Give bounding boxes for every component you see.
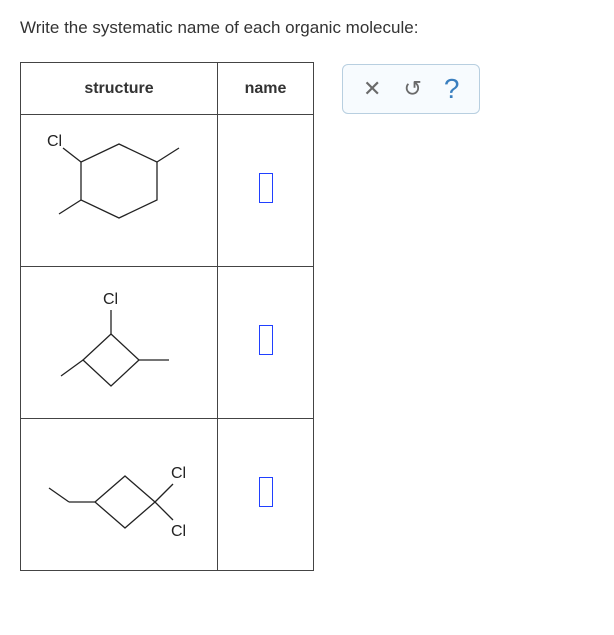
answer-input-2[interactable] — [259, 325, 273, 355]
help-icon: ? — [444, 73, 460, 104]
toolbar: ✕ ↺ ? — [342, 64, 480, 114]
reset-icon: ↺ — [403, 76, 421, 101]
cl-label: Cl — [171, 465, 186, 482]
reset-button[interactable]: ↺ — [403, 78, 421, 100]
answer-input-1[interactable] — [259, 173, 273, 203]
cl-label: Cl — [171, 523, 186, 540]
help-button[interactable]: ? — [444, 75, 460, 103]
header-structure: structure — [21, 63, 218, 115]
molecule-diagram-3: Cl Cl — [21, 420, 217, 570]
table-row: Cl — [21, 115, 314, 267]
table-row: Cl Cl — [21, 419, 314, 571]
name-cell-2 — [218, 267, 314, 419]
answer-input-3[interactable] — [259, 477, 273, 507]
structure-cell-2: Cl — [21, 267, 218, 419]
structure-cell-1: Cl — [21, 115, 218, 267]
main-row: structure name — [20, 62, 594, 571]
structure-cell-3: Cl Cl — [21, 419, 218, 571]
close-icon: ✕ — [363, 76, 381, 101]
cl-label: Cl — [103, 291, 118, 308]
molecule-table: structure name — [20, 62, 314, 571]
name-cell-3 — [218, 419, 314, 571]
header-name: name — [218, 63, 314, 115]
table-row: Cl — [21, 267, 314, 419]
close-button[interactable]: ✕ — [363, 78, 381, 100]
molecule-diagram-2: Cl — [21, 268, 217, 418]
molecule-diagram-1: Cl — [21, 116, 217, 266]
question-prompt: Write the systematic name of each organi… — [20, 18, 594, 38]
cl-label: Cl — [47, 133, 62, 150]
name-cell-1 — [218, 115, 314, 267]
